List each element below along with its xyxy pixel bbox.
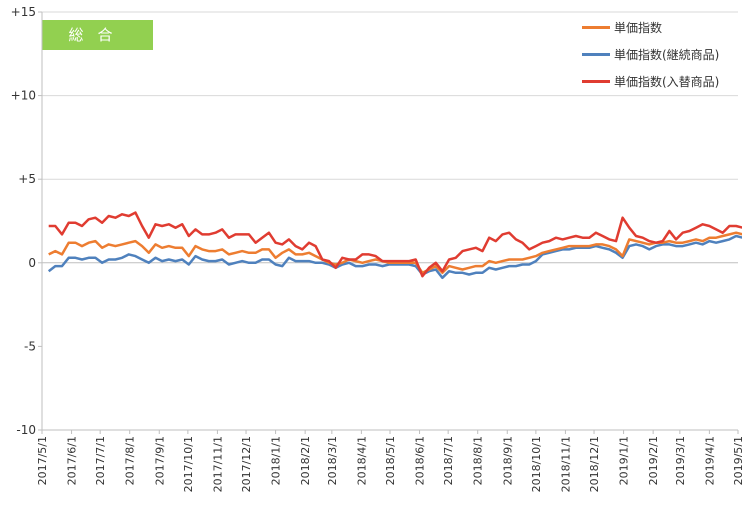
y-tick-label: +10 <box>11 89 36 103</box>
legend-swatch-orange <box>582 26 610 29</box>
x-tick-label: 2019/5/1 <box>732 436 742 485</box>
x-tick-label: 2018/4/1 <box>355 436 368 485</box>
x-tick-label: 2017/12/1 <box>240 436 253 492</box>
x-tick-label: 2019/4/1 <box>703 436 716 485</box>
category-badge-label: 総合 <box>68 26 127 44</box>
legend-label: 単価指数(継続商品) <box>614 48 720 62</box>
x-tick-label: 2018/6/1 <box>414 436 427 485</box>
category-badge: 総合 <box>42 20 153 50</box>
x-tick-label: 2017/10/1 <box>182 436 195 492</box>
legend-item-replaced-products: 単価指数(入替商品) <box>582 68 719 95</box>
x-tick-label: 2017/11/1 <box>211 436 224 492</box>
x-tick-label: 2018/8/1 <box>472 436 485 485</box>
x-tick-label: 2018/1/1 <box>270 436 283 485</box>
x-tick-label: 2018/12/1 <box>588 436 601 492</box>
legend-item-continuing-products: 単価指数(継続商品) <box>582 41 719 68</box>
x-tick-label: 2018/5/1 <box>384 436 397 485</box>
chart-legend: 単価指数 単価指数(継続商品) 単価指数(入替商品) <box>582 14 720 95</box>
x-tick-label: 2017/8/1 <box>124 436 137 485</box>
x-tick-label: 2019/3/1 <box>674 436 687 485</box>
x-tick-label: 2018/3/1 <box>326 436 339 485</box>
x-tick-label: 2018/10/1 <box>530 436 543 492</box>
x-tick-label: 2018/7/1 <box>442 436 455 485</box>
series-line <box>48 231 742 275</box>
y-tick-label: +5 <box>18 172 36 186</box>
x-tick-label: 2018/9/1 <box>501 436 514 485</box>
x-tick-label: 2017/7/1 <box>94 436 107 485</box>
legend-swatch-red <box>582 80 610 83</box>
x-tick-label: 2018/2/1 <box>299 436 312 485</box>
x-tick-label: 2018/11/1 <box>559 436 572 492</box>
series-line <box>48 211 742 278</box>
legend-item-unit-price-index: 単価指数 <box>582 14 719 41</box>
x-tick-label: 2019/2/1 <box>647 436 660 485</box>
y-tick-label: 0 <box>28 256 36 270</box>
x-tick-label: 2017/9/1 <box>153 436 166 485</box>
x-tick-label: 2017/5/1 <box>36 436 49 485</box>
legend-swatch-blue <box>582 53 610 56</box>
y-tick-label: -10 <box>16 423 36 437</box>
series-line <box>47 234 742 280</box>
x-tick-label: 2019/1/1 <box>618 436 631 485</box>
y-tick-label: +15 <box>11 5 36 19</box>
legend-label: 単価指数(入替商品) <box>614 75 720 89</box>
legend-label: 単価指数 <box>614 21 663 35</box>
y-tick-label: -5 <box>24 339 36 353</box>
x-tick-label: 2017/6/1 <box>66 436 79 485</box>
